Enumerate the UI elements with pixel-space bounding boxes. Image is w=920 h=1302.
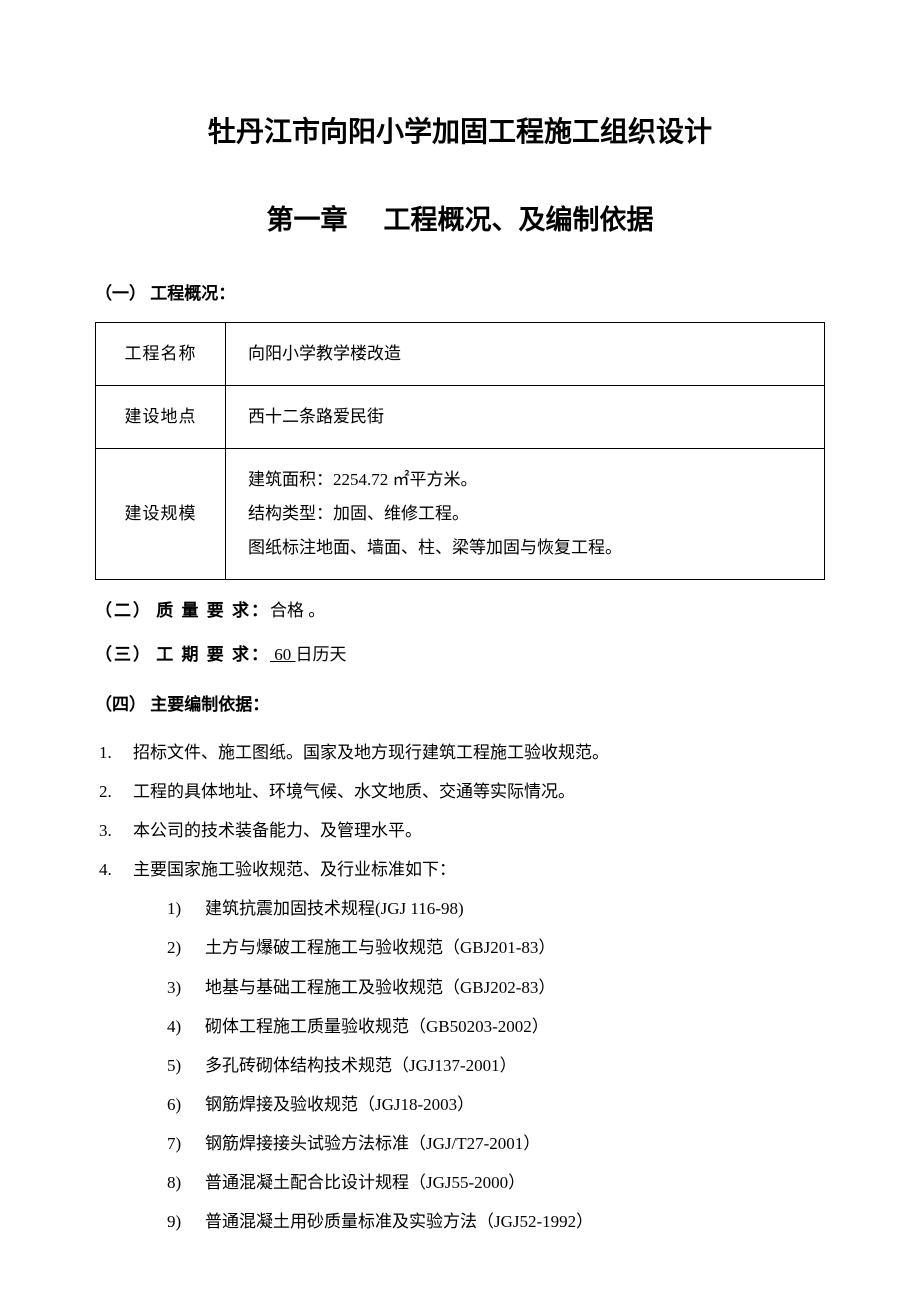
- list-item: 5)多孔砖砌体结构技术规范（JGJ137-2001）: [167, 1046, 825, 1085]
- item-number: 1.: [99, 733, 133, 772]
- item-text: 土方与爆破工程施工与验收规范（GBJ201-83）: [205, 938, 555, 957]
- section-3: （三） 工 期 要 求： 60 日历天: [95, 638, 825, 672]
- list-item: 2)土方与爆破工程施工与验收规范（GBJ201-83）: [167, 928, 825, 967]
- list-item: 3)地基与基础工程施工及验收规范（GBJ202-83）: [167, 968, 825, 1007]
- section-2-value: 合格 。: [270, 601, 325, 620]
- chapter-name: 工程概况、及编制依据: [384, 205, 654, 235]
- section-2-label: （二）: [95, 601, 152, 620]
- chapter-title: 第一章 工程概况、及编制依据: [95, 198, 825, 237]
- list-item: 7)钢筋焊接接头试验方法标准（JGJ/T27-2001）: [167, 1124, 825, 1163]
- item-text: 主要国家施工验收规范、及行业标准如下：: [133, 860, 456, 879]
- item-number: 5): [167, 1046, 205, 1085]
- list-item: 4)砌体工程施工质量验收规范（GB50203-2002）: [167, 1007, 825, 1046]
- item-number: 6): [167, 1085, 205, 1124]
- list-item: 8)普通混凝土配合比设计规程（JGJ55-2000）: [167, 1163, 825, 1202]
- item-number: 4): [167, 1007, 205, 1046]
- item-text: 钢筋焊接接头试验方法标准（JGJ/T27-2001）: [205, 1134, 540, 1153]
- document-title: 牡丹江市向阳小学加固工程施工组织设计: [95, 110, 825, 150]
- cell-key: 工程名称: [96, 323, 226, 386]
- list-item: 1)建筑抗震加固技术规程(JGJ 116-98): [167, 889, 825, 928]
- project-info-table: 工程名称 向阳小学教学楼改造 建设地点 西十二条路爱民街 建设规模 建筑面积：2…: [95, 322, 825, 580]
- item-text: 建筑抗震加固技术规程(JGJ 116-98): [205, 899, 464, 918]
- item-number: 1): [167, 889, 205, 928]
- item-number: 2): [167, 928, 205, 967]
- list-item: 4.主要国家施工验收规范、及行业标准如下：: [99, 850, 825, 889]
- item-text: 地基与基础工程施工及验收规范（GBJ202-83）: [205, 978, 555, 997]
- item-text: 招标文件、施工图纸。国家及地方现行建筑工程施工验收规范。: [133, 743, 609, 762]
- item-number: 3): [167, 968, 205, 1007]
- section-2-name: 质 量 要 求：: [156, 601, 270, 620]
- item-text: 砌体工程施工质量验收规范（GB50203-2002）: [205, 1017, 549, 1036]
- chapter-label: 第一章: [267, 205, 348, 235]
- item-number: 3.: [99, 811, 133, 850]
- item-text: 钢筋焊接及验收规范（JGJ18-2003）: [205, 1095, 474, 1114]
- item-number: 8): [167, 1163, 205, 1202]
- item-text: 工程的具体地址、环境气候、水文地质、交通等实际情况。: [133, 782, 575, 801]
- item-text: 普通混凝土配合比设计规程（JGJ55-2000）: [205, 1173, 525, 1192]
- section-2: （二） 质 量 要 求：合格 。: [95, 594, 825, 628]
- cell-key: 建设地点: [96, 386, 226, 449]
- item-text: 普通混凝土用砂质量标准及实验方法（JGJ52-1992）: [205, 1212, 593, 1231]
- list-item: 3.本公司的技术装备能力、及管理水平。: [99, 811, 825, 850]
- list-item: 9)普通混凝土用砂质量标准及实验方法（JGJ52-1992）: [167, 1202, 825, 1241]
- section-4-list: 1.招标文件、施工图纸。国家及地方现行建筑工程施工验收规范。 2.工程的具体地址…: [95, 733, 825, 889]
- section-3-label: （三）: [95, 645, 152, 664]
- cell-val: 西十二条路爱民街: [226, 386, 825, 449]
- section-3-name: 工 期 要 求：: [156, 645, 270, 664]
- section-1-heading: （一） 工程概况：: [95, 279, 825, 304]
- item-number: 9): [167, 1202, 205, 1241]
- list-item: 2.工程的具体地址、环境气候、水文地质、交通等实际情况。: [99, 772, 825, 811]
- cell-key: 建设规模: [96, 449, 226, 580]
- table-row: 工程名称 向阳小学教学楼改造: [96, 323, 825, 386]
- section-4-sublist: 1)建筑抗震加固技术规程(JGJ 116-98) 2)土方与爆破工程施工与验收规…: [95, 889, 825, 1241]
- table-row: 建设地点 西十二条路爱民街: [96, 386, 825, 449]
- section-3-value-tail: 日历天: [296, 645, 347, 664]
- section-4-heading: （四） 主要编制依据：: [95, 690, 825, 715]
- item-number: 4.: [99, 850, 133, 889]
- section-3-value-underline: 60: [270, 645, 296, 664]
- cell-val: 建筑面积：2254.72 ㎡平方米。结构类型：加固、维修工程。图纸标注地面、墙面…: [226, 449, 825, 580]
- list-item: 6)钢筋焊接及验收规范（JGJ18-2003）: [167, 1085, 825, 1124]
- item-text: 多孔砖砌体结构技术规范（JGJ137-2001）: [205, 1056, 517, 1075]
- item-number: 2.: [99, 772, 133, 811]
- cell-val: 向阳小学教学楼改造: [226, 323, 825, 386]
- table-row: 建设规模 建筑面积：2254.72 ㎡平方米。结构类型：加固、维修工程。图纸标注…: [96, 449, 825, 580]
- item-text: 本公司的技术装备能力、及管理水平。: [133, 821, 422, 840]
- item-number: 7): [167, 1124, 205, 1163]
- list-item: 1.招标文件、施工图纸。国家及地方现行建筑工程施工验收规范。: [99, 733, 825, 772]
